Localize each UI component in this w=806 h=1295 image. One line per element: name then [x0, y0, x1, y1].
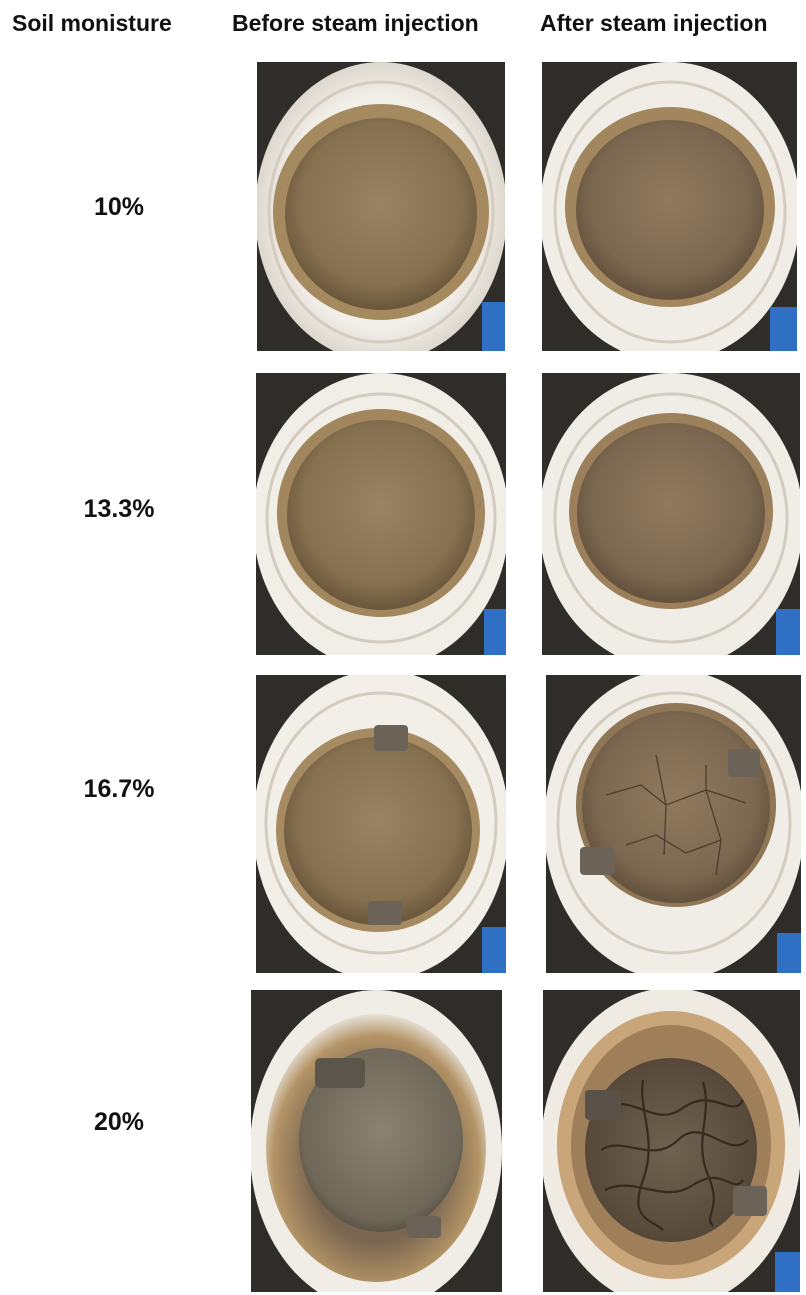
photo-13-3-after: [542, 373, 800, 655]
photo-20-before: [251, 990, 502, 1292]
photo-16-7-before: [256, 675, 506, 973]
photo-20-after: [543, 990, 800, 1292]
header-soil-moisture: Soil monisture: [12, 10, 172, 36]
header-before-steam-injection: Before steam injection: [232, 10, 479, 36]
photo-10-after: [542, 62, 797, 351]
row-label-16-7: 16.7%: [83, 775, 155, 803]
photo-16-7-after: [546, 675, 801, 973]
photo-13-3-before: [256, 373, 506, 655]
row-label-10: 10%: [93, 193, 145, 221]
row-label-20: 20%: [93, 1108, 145, 1136]
row-label-13-3: 13.3%: [83, 495, 155, 523]
photo-10-before: [257, 62, 505, 351]
header-after-steam-injection: After steam injection: [540, 10, 768, 36]
